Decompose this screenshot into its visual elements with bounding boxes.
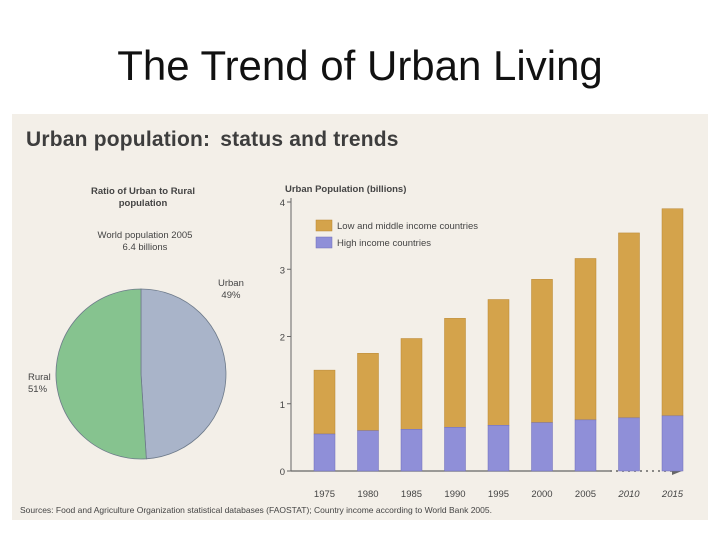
bar-high-income-2015 xyxy=(661,415,684,472)
pie-title-line2: population xyxy=(118,198,168,209)
bar-low-middle-2015 xyxy=(661,208,684,417)
panel-title-sub: status and trends xyxy=(220,128,399,151)
bar-high-income-1985 xyxy=(400,429,423,472)
rural-label-text: Rural xyxy=(28,372,51,383)
bar-high-income-1980 xyxy=(357,430,379,472)
pie-slice-urban xyxy=(140,288,227,460)
bar-high-income-1975 xyxy=(313,433,336,472)
legend-swatch-high-income xyxy=(315,236,333,249)
x-tick-label-1975: 1975 xyxy=(314,489,335,500)
y-tick-label-2: 2 xyxy=(280,333,285,344)
y-tick-label-0: 0 xyxy=(280,467,285,478)
slide-title: The Trend of Urban Living xyxy=(117,42,603,89)
legend-swatch-low-middle xyxy=(315,219,333,232)
y-tick-label-4: 4 xyxy=(280,198,285,209)
urban-label-pct: 49% xyxy=(221,290,241,301)
bar-low-middle-1975 xyxy=(313,369,336,435)
bar-high-income-1990 xyxy=(444,427,466,472)
bar-low-middle-1980 xyxy=(357,353,379,431)
x-tick-label-2005: 2005 xyxy=(575,489,596,500)
x-tick-label-2000: 2000 xyxy=(531,489,552,500)
bar-chart-title: Urban Population (billions) xyxy=(285,184,406,195)
legend-label-high-income: High income countries xyxy=(337,238,431,249)
x-tick-label-2015: 2015 xyxy=(661,489,684,500)
x-tick-label-1985: 1985 xyxy=(401,489,422,500)
chart-svg: Urban Population (billions) 0 1 2 3 4 1975 1980… xyxy=(55,184,684,500)
bar-high-income-2000 xyxy=(531,422,553,472)
urban-label-text: Urban xyxy=(218,278,244,289)
bar-low-middle-2000 xyxy=(531,279,553,423)
bar-low-middle-1985 xyxy=(400,338,423,430)
pie-note-line1: World population 2005 xyxy=(97,230,193,241)
bar-low-middle-2005 xyxy=(574,258,597,421)
y-tick-label-3: 3 xyxy=(280,265,285,276)
bar-high-income-1995 xyxy=(487,425,510,472)
bar-low-middle-1995 xyxy=(487,299,510,426)
pie-title: Ratio of Urban to Rural population xyxy=(78,186,208,210)
pie-note-line2: 6.4 billions xyxy=(122,242,168,253)
sources-note: Sources: Food and Agriculture Organizati… xyxy=(20,505,492,515)
legend-label-low-middle: Low and middle income countries xyxy=(337,221,478,232)
bar-high-income-2005 xyxy=(574,419,597,472)
x-tick-label-1980: 1980 xyxy=(357,489,378,500)
y-tick-label-1: 1 xyxy=(280,400,285,411)
bar-high-income-2010 xyxy=(618,417,640,472)
chart-panel: Urban population: status and trends Ratio… xyxy=(12,114,708,520)
pie-slice-rural xyxy=(55,288,147,460)
pie-title-line1: Ratio of Urban to Rural xyxy=(91,186,195,197)
x-tick-label-1990: 1990 xyxy=(444,489,465,500)
bar-low-middle-2010 xyxy=(618,232,640,419)
x-tick-label-1995: 1995 xyxy=(488,489,509,500)
rural-label: Rural 51% xyxy=(28,372,51,396)
panel-title-main: Urban population: xyxy=(26,128,211,151)
pie-note: World population 2005 6.4 billions xyxy=(80,230,210,254)
panel-title: Urban population: status and trends xyxy=(26,128,399,152)
bar-low-middle-1990 xyxy=(444,318,466,428)
urban-label: Urban 49% xyxy=(218,278,244,302)
rural-label-pct: 51% xyxy=(28,384,48,395)
x-tick-label-2010: 2010 xyxy=(617,489,640,500)
